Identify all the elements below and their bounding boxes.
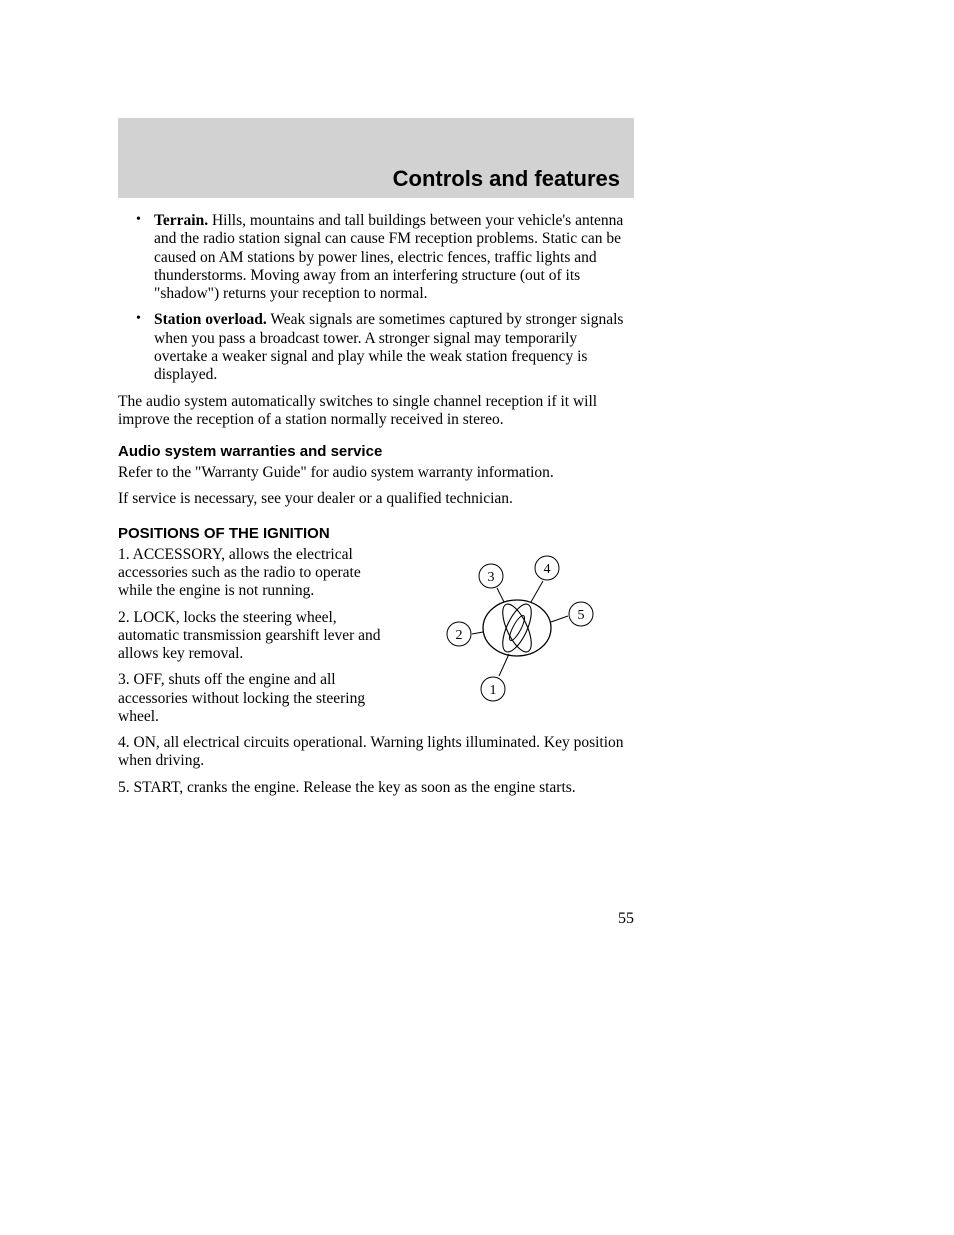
bullet-station-overload: Station overload. Weak signals are somet… <box>154 311 634 384</box>
ignition-p4: 4. ON, all electrical circuits operation… <box>118 734 634 771</box>
bullet-bold: Station overload. <box>154 311 267 328</box>
ignition-p3: 3. OFF, shuts off the engine and all acc… <box>118 671 396 726</box>
ignition-text-col: 1. ACCESSORY, allows the electrical acce… <box>118 546 396 735</box>
bullet-bold: Terrain. <box>154 212 208 229</box>
ignition-p5: 5. START, cranks the engine. Release the… <box>118 779 634 797</box>
ignition-p1: 1. ACCESSORY, allows the electrical acce… <box>118 546 396 601</box>
ignition-diagram-col: 1 2 3 4 5 <box>404 546 634 735</box>
ignition-two-col: 1. ACCESSORY, allows the electrical acce… <box>118 546 634 735</box>
ignition-p2: 2. LOCK, locks the steering wheel, autom… <box>118 609 396 664</box>
svg-text:4: 4 <box>544 562 551 577</box>
bullet-text: Hills, mountains and tall buildings betw… <box>154 212 623 302</box>
svg-text:5: 5 <box>578 608 585 623</box>
para-warranty-1: Refer to the "Warranty Guide" for audio … <box>118 464 634 482</box>
svg-text:1: 1 <box>490 683 497 698</box>
page-content: Terrain. Hills, mountains and tall build… <box>118 212 634 805</box>
bullet-terrain: Terrain. Hills, mountains and tall build… <box>154 212 634 303</box>
bullet-list: Terrain. Hills, mountains and tall build… <box>118 212 634 385</box>
para-auto-switch: The audio system automatically switches … <box>118 393 634 430</box>
header-bar: Controls and features <box>118 118 634 198</box>
svg-text:2: 2 <box>456 628 463 643</box>
svg-text:3: 3 <box>488 570 495 585</box>
page-title: Controls and features <box>393 166 620 192</box>
subhead-warranties: Audio system warranties and service <box>118 443 634 460</box>
para-warranty-2: If service is necessary, see your dealer… <box>118 490 634 508</box>
ignition-diagram: 1 2 3 4 5 <box>419 546 619 716</box>
section-head-ignition: POSITIONS OF THE IGNITION <box>118 525 634 542</box>
page-number: 55 <box>118 910 634 928</box>
